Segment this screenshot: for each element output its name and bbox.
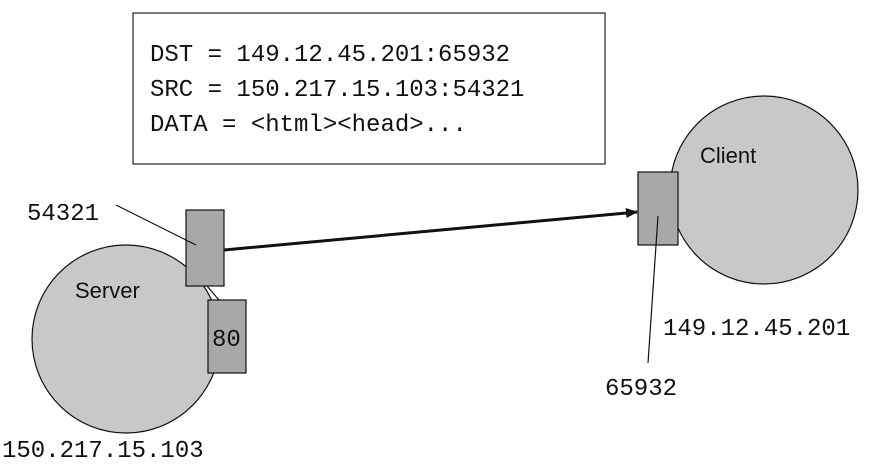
client-host: Client [637, 95, 859, 285]
server-port-80-label: 80 [212, 327, 241, 354]
client-label: Client [700, 143, 756, 168]
server-port-54321-box [185, 209, 225, 287]
packet-flow-arrow [223, 208, 638, 252]
packet-src-line: SRC = 150.217.15.103:54321 [150, 77, 524, 104]
packet-box-frame [132, 12, 606, 165]
packet-box: DST = 149.12.45.201:65932 SRC = 150.217.… [132, 12, 606, 165]
server-port-80-box [207, 299, 247, 374]
server-port-54321-leader [115, 204, 197, 246]
packet-data-line: DATA = <html><head>... [150, 112, 467, 139]
packet-dst-line: DST = 149.12.45.201:65932 [150, 42, 510, 69]
server-port-54321-label: 54321 [27, 201, 99, 228]
server-ip-label: 150.217.15.103 [2, 438, 204, 465]
server-port-connector [206, 285, 220, 301]
client-port-label: 65932 [605, 376, 677, 403]
client-port-box [637, 171, 679, 246]
server-label: Server [75, 278, 140, 303]
client-port-leader [647, 215, 659, 364]
client-ip-label: 149.12.45.201 [663, 316, 850, 343]
client-circle [669, 95, 859, 285]
server-host: Server 80 [31, 209, 247, 434]
